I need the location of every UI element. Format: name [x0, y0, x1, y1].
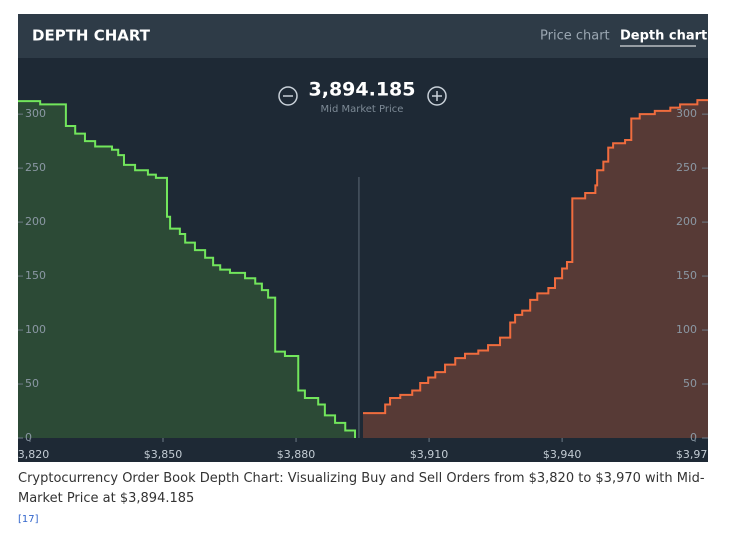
- y-tick-label: 200: [25, 215, 46, 228]
- zoom-out-button[interactable]: [278, 86, 298, 106]
- x-tick-label: $3,880: [277, 448, 316, 461]
- depth-area: [18, 101, 356, 438]
- x-tick-label: $3,940: [543, 448, 582, 461]
- x-tick-label: $3,970: [676, 448, 715, 461]
- y-tick-label: 200: [676, 215, 697, 228]
- y-tick-label: 0: [25, 431, 32, 444]
- tab-active[interactable]: Depth chart: [620, 29, 707, 44]
- y-tick-label: 150: [676, 269, 697, 282]
- y-tick-label: 0: [690, 431, 697, 444]
- x-tick-label: $3,820: [11, 448, 50, 461]
- zoom-in-button[interactable]: [427, 86, 447, 106]
- y-tick-label: 300: [25, 107, 46, 120]
- x-tick-label: $3,850: [144, 448, 183, 461]
- y-tick-label: 50: [683, 377, 697, 390]
- header-bar: [18, 14, 708, 58]
- y-tick-label: 100: [676, 323, 697, 336]
- reference-link[interactable]: [17]: [18, 514, 39, 525]
- depth-line: [363, 99, 708, 415]
- caption: Cryptocurrency Order Book Depth Chart: V…: [18, 471, 705, 506]
- tab[interactable]: Price chart: [540, 29, 610, 44]
- chart-title: DEPTH CHART: [32, 27, 151, 45]
- x-tick-label: $3,910: [410, 448, 449, 461]
- depth-area: [363, 100, 708, 439]
- y-tick-label: 50: [25, 377, 39, 390]
- depth-chart-widget: DEPTH CHART Price chart Depth chart 3,89…: [11, 14, 715, 462]
- depth-line: [18, 100, 357, 438]
- y-tick-label: 250: [676, 161, 697, 174]
- mid-price: 3,894.185: [309, 79, 416, 101]
- y-tick-label: 300: [676, 107, 697, 120]
- y-tick-label: 100: [25, 323, 46, 336]
- y-tick-label: 150: [25, 269, 46, 282]
- y-tick-label: 250: [25, 161, 46, 174]
- mid-price-caption: Mid Market Price: [321, 104, 404, 115]
